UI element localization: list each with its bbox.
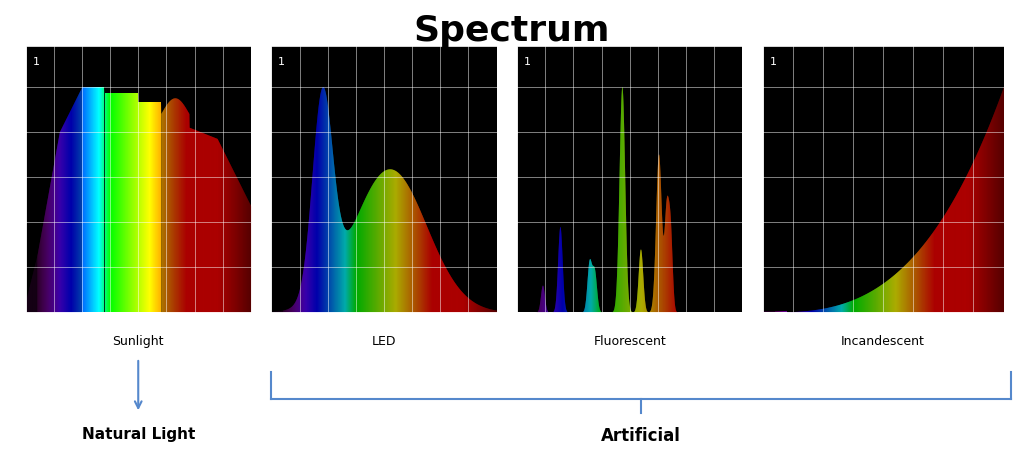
- Text: 1: 1: [33, 56, 39, 67]
- Text: Spectrum: Spectrum: [414, 14, 610, 48]
- Text: 1: 1: [524, 56, 530, 67]
- Text: Artificial: Artificial: [601, 427, 681, 445]
- Text: Sunlight: Sunlight: [113, 335, 164, 348]
- Text: Fluorescent: Fluorescent: [593, 335, 667, 348]
- Text: Incandescent: Incandescent: [841, 335, 925, 348]
- Text: 1: 1: [770, 56, 777, 67]
- Text: LED: LED: [372, 335, 396, 348]
- FancyArrowPatch shape: [135, 361, 141, 408]
- Text: 1: 1: [279, 56, 285, 67]
- Text: Natural Light: Natural Light: [82, 427, 195, 442]
